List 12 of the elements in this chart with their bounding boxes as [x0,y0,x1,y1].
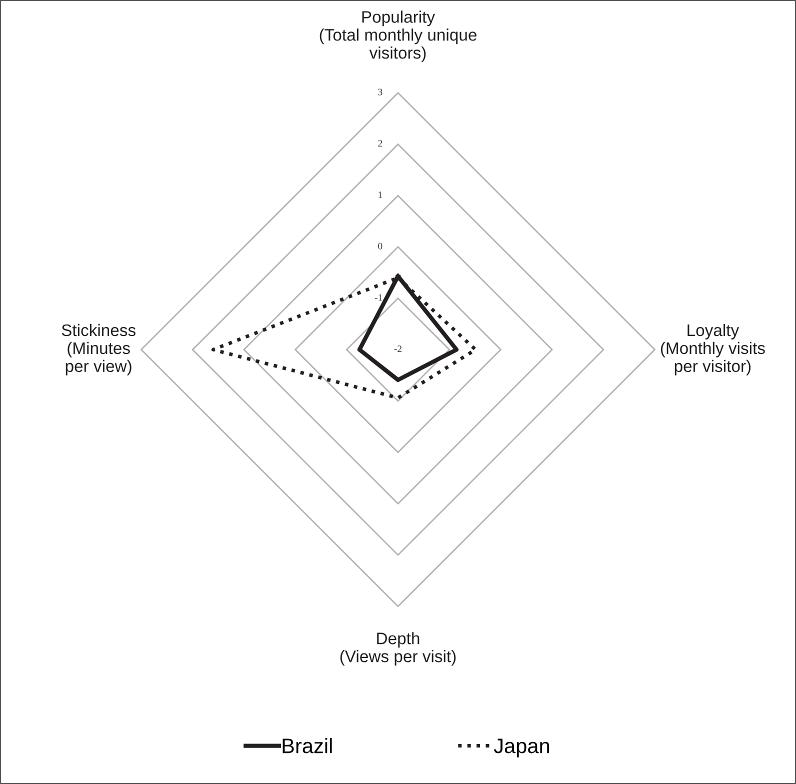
y-tick-label: 0 [378,242,382,250]
y-tick-label: 1 [378,191,382,198]
spoke-label: Stickiness (Minutes per view) [62,324,136,376]
spoke-label: Depth (Views per visit) [340,632,456,666]
spoke-label: Popularity (Total monthly unique visitors) [320,10,476,62]
legend-label: Japan [494,738,549,758]
y-tick-label: 2 [378,140,382,147]
y-tick-label: -2 [394,346,402,352]
spoke-label: Loyalty (Monthly visits per visitor) [660,324,765,376]
y-tick-label: -1 [374,294,382,301]
y-tick-label: 3 [378,88,382,96]
legend-label: Brazil [282,738,332,754]
